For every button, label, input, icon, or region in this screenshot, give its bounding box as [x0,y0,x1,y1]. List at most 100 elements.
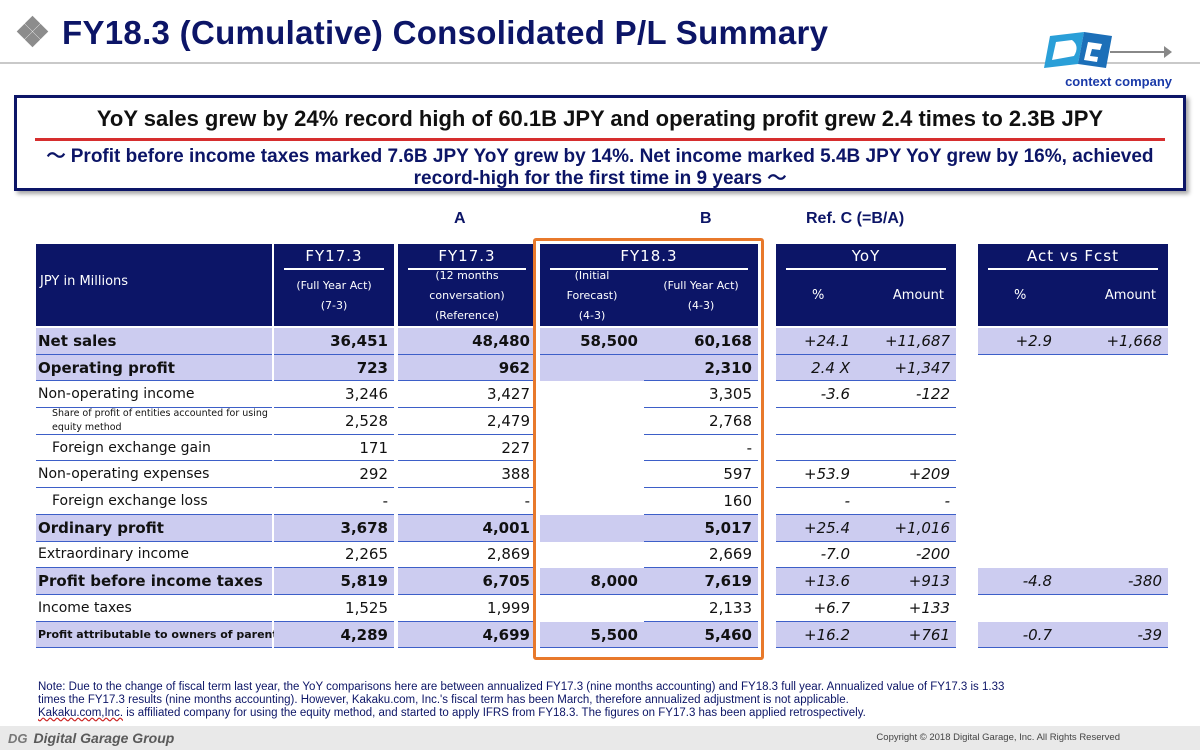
cell-yoy-amt: +761 [856,621,956,649]
copyright: Copyright © 2018 Digital Garage, Inc. Al… [876,732,1120,743]
footnote-line-1: Note: Due to the change of fiscal term l… [38,681,1005,693]
cell-fy17a: 2,528 [274,408,394,435]
table-row: Non-operating income 3,246 3,427 3,305 -3.6-… [36,381,1168,409]
cell-fy17r: 227 [398,435,536,462]
cell-fcst: 8,000 [540,568,644,595]
cell-yoy-pct: +25.4 [776,514,856,542]
dg-logo-icon [1044,32,1172,68]
header-fy17-act-sub2: (7-3) [320,299,348,312]
row-label: Share of profit of entities accounted fo… [36,408,272,435]
cell-yoy-pct: - [776,488,856,515]
cell-act: 5,460 [644,621,758,649]
headline-red-rule [35,138,1165,141]
header-rule [284,268,384,270]
header-fy17-ref-sub3: (Reference) [435,309,499,322]
cell-fy17r: 388 [398,462,536,489]
cell-avf-pct: +2.9 [978,328,1058,355]
table-row: Foreign exchange gain 171 227 - [36,435,1168,462]
cell-yoy-pct [776,408,856,435]
table-row: Profit attributable to owners of parent 4… [36,621,1168,649]
header-fy17-act-title: FY17.3 [305,247,363,265]
headline-box: YoY sales grew by 24% record high of 60.… [14,95,1186,191]
cell-yoy-amt [856,408,956,435]
table-row: Operating profit 723 962 2,310 2.4 X +1,347 [36,354,1168,382]
cell-fy17a: 5,819 [274,568,394,595]
footnote: Note: Due to the change of fiscal term l… [38,681,1158,720]
row-label: Profit before income taxes [36,568,272,595]
cell-yoy-pct: 2.4 X [776,354,856,382]
cell-fcst [540,514,644,542]
header-fy17-ref-sub2: conversation) [429,289,505,302]
cell-act: 60,168 [644,328,758,355]
cell-fy17r: 3,427 [398,381,536,409]
cell-fy17a: - [274,488,394,515]
cell-fy17r: 4,001 [398,514,536,542]
row-label: Income taxes [36,595,272,622]
cell-fy17r: 4,699 [398,621,536,649]
header-rule [408,268,526,270]
cell-act: 2,768 [644,408,758,435]
header-act-vs-fcst: Act vs Fcst % Amount [978,244,1168,326]
cell-fy17a: 4,289 [274,621,394,649]
header-fy17-act: FY17.3 (Full Year Act) (7-3) [274,244,394,326]
cell-yoy-amt: - [856,488,956,515]
row-label: Operating profit [36,354,272,382]
cell-yoy-pct: -3.6 [776,381,856,409]
cell-yoy-amt: +913 [856,568,956,595]
header-rule [786,268,946,270]
cell-yoy-amt: +209 [856,462,956,489]
header-rule [988,268,1158,270]
header-fy18-title: FY18.3 [620,247,678,265]
cell-act: 5,017 [644,514,758,542]
table-row: Income taxes 1,525 1,999 2,133 +6.7 +133 [36,595,1168,622]
header-fy18-act1: (Full Year Act) [663,279,739,292]
cell-avf-amt: +1,668 [1058,328,1168,355]
cell-yoy-pct: +16.2 [776,621,856,649]
cell-yoy-amt [856,435,956,462]
row-label: Non-operating expenses [36,462,272,489]
header-unit-cell: JPY in Millions [36,244,272,326]
cell-fy17r: 48,480 [398,328,536,355]
column-label-c: Ref. C (=B/A) [806,210,905,227]
headline-sub: ～ Profit before income taxes marked 7.6B… [46,146,1154,189]
header-avf-title: Act vs Fcst [1027,247,1119,265]
unit-label: JPY in Millions [40,274,129,289]
row-label: Net sales [36,328,272,355]
cell-act: 2,669 [644,542,758,569]
table-row: Foreign exchange loss - -160- - [36,488,1168,515]
cell-yoy-pct: +13.6 [776,568,856,595]
header-fy18-fcst2: Forecast) [566,289,618,302]
cell-yoy-amt: -200 [856,542,956,569]
diamond-cluster-icon [16,15,50,50]
column-label-a: A [454,210,466,227]
cell-fcst: 5,500 [540,621,644,649]
footnote-line-2: times the FY17.3 results (nine months ac… [38,694,849,706]
row-label: Foreign exchange loss [36,488,272,515]
title-bar: FY18.3 (Cumulative) Consolidated P/L Sum… [16,10,828,56]
cell-fy17r: 6,705 [398,568,536,595]
cell-avf-pct: -4.8 [978,568,1058,595]
cell-fcst: 58,500 [540,328,644,355]
cell-fy17a: 171 [274,435,394,462]
table-row: Share of profit of entities accounted fo… [36,408,1168,435]
cell-fy17r: 2,479 [398,408,536,435]
cell-yoy-amt: +1,347 [856,354,956,382]
row-label: Profit attributable to owners of parent [36,621,278,649]
footnote-line-3: Kakaku.com,Inc. is affiliated company fo… [38,707,1158,720]
cell-fy17a: 1,525 [274,595,394,622]
header-fy17-ref-sub1: (12 months [435,269,499,282]
cell-yoy-pct: +53.9 [776,462,856,489]
header-fy17-ref: FY17.3 (12 months conversation) (Referen… [398,244,536,326]
cell-yoy-amt: +1,016 [856,514,956,542]
row-label: Extraordinary income [36,542,272,569]
header-avf-pct: % [1014,288,1027,303]
dg-small-icon: DG [8,730,28,746]
company-logo: context company [1042,28,1172,90]
header-fy17-ref-title: FY17.3 [438,247,496,265]
cell-fy17a: 723 [274,354,394,382]
headline-main: YoY sales grew by 24% record high of 60.… [96,106,1104,131]
header-fy17-act-sub1: (Full Year Act) [296,279,372,292]
cell-yoy-amt: +11,687 [856,328,956,355]
cell-yoy-pct: -7.0 [776,542,856,569]
header-yoy-title: YoY [851,247,881,265]
